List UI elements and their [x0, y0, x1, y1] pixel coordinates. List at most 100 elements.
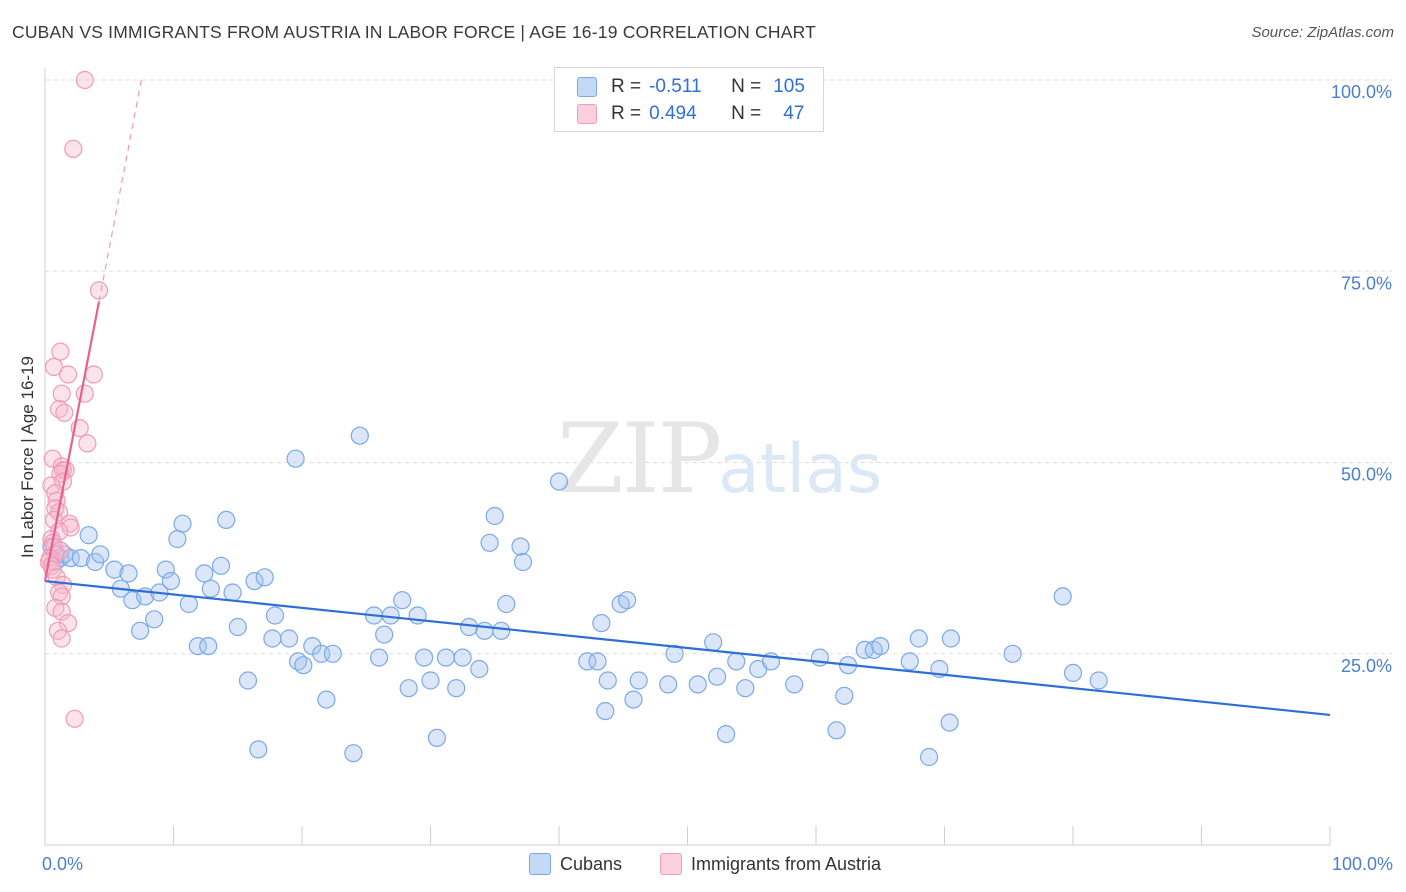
legend-n-value: 47 — [783, 103, 805, 124]
cubans-point — [265, 606, 285, 625]
austria-point — [46, 484, 65, 503]
cubans-point — [217, 510, 236, 530]
cubans-point — [900, 652, 919, 671]
cubans-trend-line — [44, 579, 1331, 717]
chart-source: Source: ZipAtlas.com — [1251, 24, 1394, 41]
austria-point — [58, 365, 78, 384]
cubans-point — [399, 679, 418, 698]
cubans-point — [665, 644, 684, 663]
cubans-point — [168, 529, 187, 549]
austria-point — [75, 384, 94, 403]
cubans-point — [1063, 663, 1083, 683]
cubans-point — [188, 636, 207, 656]
cubans-point — [497, 594, 516, 614]
cubans-point — [156, 560, 175, 579]
legend-swatch-blue — [577, 77, 597, 97]
cubans-point — [707, 667, 727, 686]
cubans-point — [688, 675, 707, 694]
cubans-point — [249, 740, 268, 759]
watermark-zip: ZIP — [557, 403, 720, 515]
trend-lines — [43, 79, 1331, 717]
tick-labels: 25.0% 50.0% 75.0% 100.0% 0.0% 100.0% — [42, 82, 1393, 874]
legend-n-label: N = — [731, 76, 762, 97]
austria-point — [52, 587, 71, 606]
cubans-point — [453, 648, 472, 667]
cubans-point — [617, 591, 637, 610]
cubans-point — [470, 659, 489, 679]
x-tick-label: 100.0% — [1332, 854, 1393, 874]
legend-row-cubans: R = -0.511 N = 105 — [555, 73, 805, 101]
cubans-point — [941, 629, 961, 648]
legend-n-label: N = — [731, 103, 762, 124]
chart-title: CUBAN VS IMMIGRANTS FROM AUSTRIA IN LABO… — [12, 22, 817, 42]
cubans-point — [427, 728, 446, 748]
bottom-legend-austria: Immigrants from Austria — [660, 851, 881, 877]
cubans-point — [323, 644, 342, 663]
cubans-point — [179, 594, 198, 614]
cubans-point — [350, 426, 369, 445]
cubans-point — [460, 617, 479, 637]
cubans-point — [375, 625, 394, 644]
cubans-point — [1003, 644, 1022, 663]
austria-point — [75, 70, 94, 90]
cubans-point — [195, 564, 214, 583]
cubans-point — [317, 690, 336, 709]
cubans-point — [919, 747, 939, 767]
austria-trend-line — [43, 301, 101, 582]
cubans-point — [255, 568, 274, 587]
austria-point — [51, 342, 70, 361]
legend-r-label: R = — [611, 103, 642, 124]
grid-lines — [45, 79, 1392, 655]
cubans-point — [145, 610, 164, 629]
cubans-point — [513, 552, 533, 572]
cubans-point — [704, 633, 723, 652]
y-tick-label: 75.0% — [1341, 273, 1392, 293]
cubans-point — [871, 636, 890, 656]
cubans-point — [727, 652, 746, 671]
y-axis-title: In Labor Force | Age 16-19 — [18, 356, 37, 558]
cubans-point — [827, 721, 846, 740]
austria-point — [89, 281, 109, 300]
legend-r-value: -0.511 — [649, 76, 702, 97]
y-tick-label: 100.0% — [1331, 82, 1392, 102]
legend-r-value: 0.494 — [649, 103, 697, 124]
cubans-point — [421, 671, 440, 690]
cubans-point — [578, 652, 597, 671]
cubans-point — [228, 617, 247, 637]
austria-point — [64, 139, 83, 158]
austria-point — [44, 357, 64, 376]
cubans-point — [447, 679, 466, 698]
cubans-point — [393, 591, 412, 610]
legend-r-label: R = — [611, 76, 642, 97]
cubans-point — [835, 686, 854, 705]
bottom-legend-cubans: Cubans — [529, 851, 622, 877]
cubans-point — [596, 701, 615, 721]
austria-point — [52, 384, 71, 403]
cubans-point — [716, 724, 736, 744]
cubans-point — [480, 533, 499, 552]
cubans-point — [61, 548, 80, 568]
austria-point — [65, 709, 84, 728]
austria-trend-extension — [98, 79, 142, 302]
legend-swatch-pink — [577, 104, 597, 124]
austria-point — [52, 629, 71, 648]
austria-point — [78, 434, 97, 453]
cubans-point — [286, 449, 305, 468]
cubans-point — [161, 571, 180, 591]
legend-n-value: 105 — [773, 76, 805, 97]
cubans-point — [592, 613, 611, 633]
cubans-point — [119, 564, 138, 583]
cubans-point — [511, 537, 530, 556]
legend-row-austria: R = 0.494 N = 47 — [555, 100, 804, 128]
cubans-point — [105, 560, 124, 579]
cubans-point — [71, 548, 91, 568]
cubans-point — [475, 621, 494, 640]
bottom-legend-swatch-blue — [529, 853, 551, 875]
austria-point — [55, 403, 74, 422]
correlation-legend: R = -0.511 N = 105 R = 0.494 N = 47 — [554, 67, 824, 132]
cubans-point — [223, 583, 242, 602]
cubans-point — [785, 675, 804, 694]
cubans-point — [91, 545, 110, 564]
cubans-point — [940, 713, 959, 732]
bottom-legend-swatch-pink — [660, 853, 682, 875]
